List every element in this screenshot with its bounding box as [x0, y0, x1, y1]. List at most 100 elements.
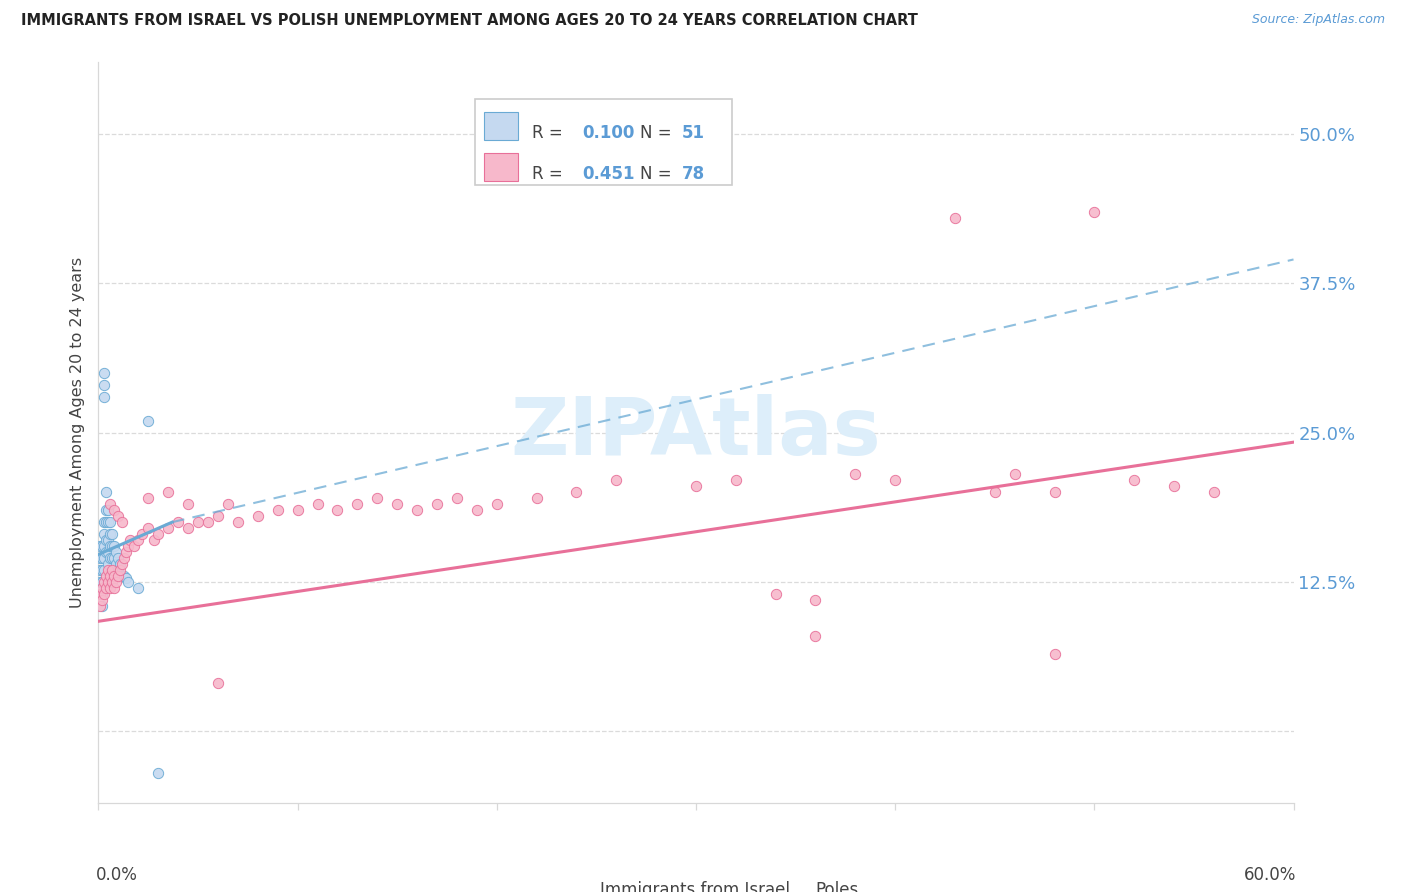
Point [984, 485, 1007, 500]
Point [98, 569, 122, 583]
Point [98, 581, 122, 595]
Point [103, 569, 125, 583]
Point [115, 545, 138, 559]
Point [93, 574, 115, 589]
Point [157, 485, 180, 500]
Point [97, 557, 120, 571]
Point [103, 503, 125, 517]
Point [111, 557, 134, 571]
Point [346, 497, 368, 511]
Point [96, 545, 118, 559]
Point [148, 766, 170, 780]
Point [117, 574, 139, 589]
Text: N =: N = [640, 165, 676, 183]
Point [97, 533, 120, 547]
Point [804, 592, 827, 607]
Point [93, 377, 115, 392]
Point [187, 515, 209, 529]
Point [1004, 467, 1026, 482]
Text: R =: R = [533, 124, 568, 142]
Point [136, 521, 159, 535]
Point [120, 533, 142, 547]
Point [385, 497, 409, 511]
Point [96, 533, 118, 547]
Point [217, 497, 239, 511]
Point [226, 515, 249, 529]
Point [103, 581, 125, 595]
Point [605, 474, 627, 488]
Point [246, 509, 269, 524]
Point [485, 497, 508, 511]
Point [101, 551, 124, 566]
Point [107, 551, 129, 566]
Point [724, 474, 747, 488]
Point [98, 515, 122, 529]
Point [406, 503, 429, 517]
Point [143, 533, 166, 547]
Point [117, 539, 139, 553]
Point [267, 503, 290, 517]
Point [101, 563, 124, 577]
Point [111, 515, 134, 529]
Text: Source: ZipAtlas.com: Source: ZipAtlas.com [1251, 13, 1385, 27]
Point [287, 503, 309, 517]
Point [112, 569, 135, 583]
Point [804, 629, 827, 643]
Text: N =: N = [640, 124, 676, 142]
Point [148, 527, 170, 541]
Point [110, 557, 132, 571]
Point [1163, 479, 1185, 493]
Point [93, 366, 115, 380]
Point [97, 503, 120, 517]
Point [103, 551, 125, 566]
Point [177, 521, 200, 535]
Point [112, 551, 135, 566]
Text: Immigrants from Israel: Immigrants from Israel [600, 880, 790, 892]
Point [98, 527, 122, 541]
Point [131, 527, 153, 541]
Point [98, 497, 122, 511]
Point [101, 574, 124, 589]
Point [91, 563, 114, 577]
Point [96, 569, 118, 583]
Point [1043, 647, 1066, 661]
Point [884, 474, 907, 488]
Point [91, 599, 114, 613]
Point [105, 545, 128, 559]
Point [1043, 485, 1066, 500]
Bar [485, 112, 517, 140]
Text: 51: 51 [682, 124, 704, 142]
Point [110, 563, 132, 577]
Point [101, 527, 124, 541]
Point [89, 599, 111, 613]
Y-axis label: Unemployment Among Ages 20 to 24 years: Unemployment Among Ages 20 to 24 years [70, 257, 86, 608]
Text: 0.451: 0.451 [582, 165, 636, 183]
Point [97, 545, 120, 559]
Point [105, 574, 128, 589]
Point [97, 515, 120, 529]
Point [107, 569, 129, 583]
Point [89, 539, 111, 553]
Point [93, 551, 115, 566]
Point [765, 587, 787, 601]
Text: 0.100: 0.100 [582, 124, 636, 142]
FancyBboxPatch shape [475, 99, 733, 185]
Point [93, 587, 115, 601]
Point [101, 539, 124, 553]
Point [107, 563, 129, 577]
Point [207, 676, 229, 690]
Point [103, 563, 125, 577]
Point [98, 539, 122, 553]
Point [127, 581, 149, 595]
Point [366, 491, 388, 506]
Point [93, 515, 115, 529]
Point [157, 521, 180, 535]
Point [127, 533, 149, 547]
Point [96, 581, 118, 595]
Point [207, 509, 229, 524]
Point [89, 551, 111, 566]
Point [97, 563, 120, 577]
Point [89, 574, 111, 589]
Point [526, 491, 548, 506]
Point [326, 503, 349, 517]
